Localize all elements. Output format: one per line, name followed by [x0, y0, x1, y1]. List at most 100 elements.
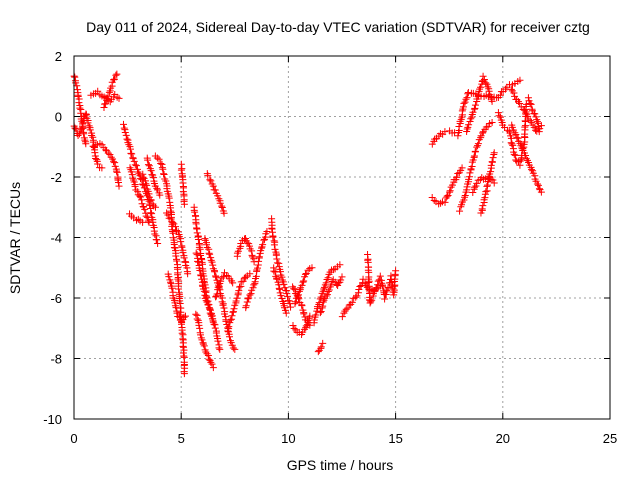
data-point [453, 173, 461, 181]
data-point [527, 166, 535, 174]
data-point [446, 188, 454, 196]
data-point [482, 79, 490, 87]
data-point [193, 315, 201, 323]
data-point [471, 147, 479, 155]
data-point [480, 76, 488, 84]
data-point [454, 132, 462, 140]
data-point [173, 309, 181, 317]
data-point [324, 274, 332, 282]
data-point [312, 311, 320, 319]
data-point [374, 277, 382, 285]
data-point [494, 109, 502, 117]
data-point [512, 130, 520, 138]
data-point [174, 313, 182, 321]
data-point [271, 268, 279, 276]
data-point [300, 277, 308, 285]
data-point [392, 267, 400, 275]
data-point [115, 182, 123, 190]
data-point [489, 176, 497, 184]
data-point [235, 287, 243, 295]
data-point [490, 179, 498, 187]
data-point [259, 241, 267, 249]
data-point [471, 183, 479, 191]
data-point [151, 230, 159, 238]
data-point [273, 275, 281, 283]
data-point [533, 180, 541, 188]
data-point [441, 198, 449, 206]
data-point [178, 243, 186, 251]
data-point [123, 135, 131, 143]
x-tick-label: 10 [281, 431, 295, 446]
data-point [365, 278, 373, 286]
data-point [473, 143, 481, 151]
data-point [216, 345, 224, 353]
data-point [100, 103, 108, 111]
data-point [93, 156, 101, 164]
data-point [519, 145, 527, 153]
data-point [177, 238, 185, 246]
data-point [437, 199, 445, 207]
data-point [352, 293, 360, 301]
data-point [273, 255, 281, 263]
data-point [270, 267, 278, 275]
data-point [211, 324, 219, 332]
data-point [289, 322, 297, 330]
data-point [206, 176, 214, 184]
data-point [239, 277, 247, 285]
data-point [302, 270, 310, 278]
data-point [180, 346, 188, 354]
data-point [180, 313, 188, 321]
data-point [376, 272, 384, 280]
data-point [490, 149, 498, 157]
data-point [194, 257, 202, 265]
data-point [246, 270, 254, 278]
data-point [535, 128, 543, 136]
data-point [132, 186, 140, 194]
data-point [373, 284, 381, 292]
data-point [208, 315, 216, 323]
data-point [86, 126, 94, 134]
data-point [247, 290, 255, 298]
data-point [317, 343, 325, 351]
data-point [207, 177, 215, 185]
data-point [146, 201, 154, 209]
data-point [444, 191, 452, 199]
data-point [203, 243, 211, 251]
data-point [484, 123, 492, 131]
data-point [521, 123, 529, 131]
data-point [454, 169, 462, 177]
data-points [70, 70, 545, 378]
data-point [134, 168, 142, 176]
data-point [368, 296, 376, 304]
data-point [196, 267, 204, 275]
data-point [121, 128, 129, 136]
data-point [372, 284, 380, 292]
data-point [141, 205, 149, 213]
data-point [112, 167, 120, 175]
data-point [294, 292, 302, 300]
chart-title: Day 011 of 2024, Sidereal Day-to-day VTE… [86, 19, 590, 35]
data-point [110, 158, 118, 166]
x-tick-label: 15 [388, 431, 402, 446]
data-point [218, 203, 226, 211]
data-point [137, 193, 145, 201]
data-point [234, 247, 242, 255]
data-point [153, 236, 161, 244]
data-point [463, 94, 471, 102]
data-point [531, 126, 539, 134]
data-point [355, 286, 363, 294]
data-point [184, 270, 192, 278]
data-point [255, 257, 263, 265]
data-point [231, 345, 239, 353]
data-point [212, 293, 220, 301]
data-point [282, 309, 290, 317]
data-point [206, 309, 214, 317]
data-point [115, 94, 123, 102]
axis-ticks [73, 55, 611, 420]
data-point [356, 283, 364, 291]
data-point [179, 249, 187, 257]
data-point [159, 165, 167, 173]
data-point [177, 166, 185, 174]
data-point [76, 104, 84, 112]
x-tick-label: 20 [496, 431, 510, 446]
